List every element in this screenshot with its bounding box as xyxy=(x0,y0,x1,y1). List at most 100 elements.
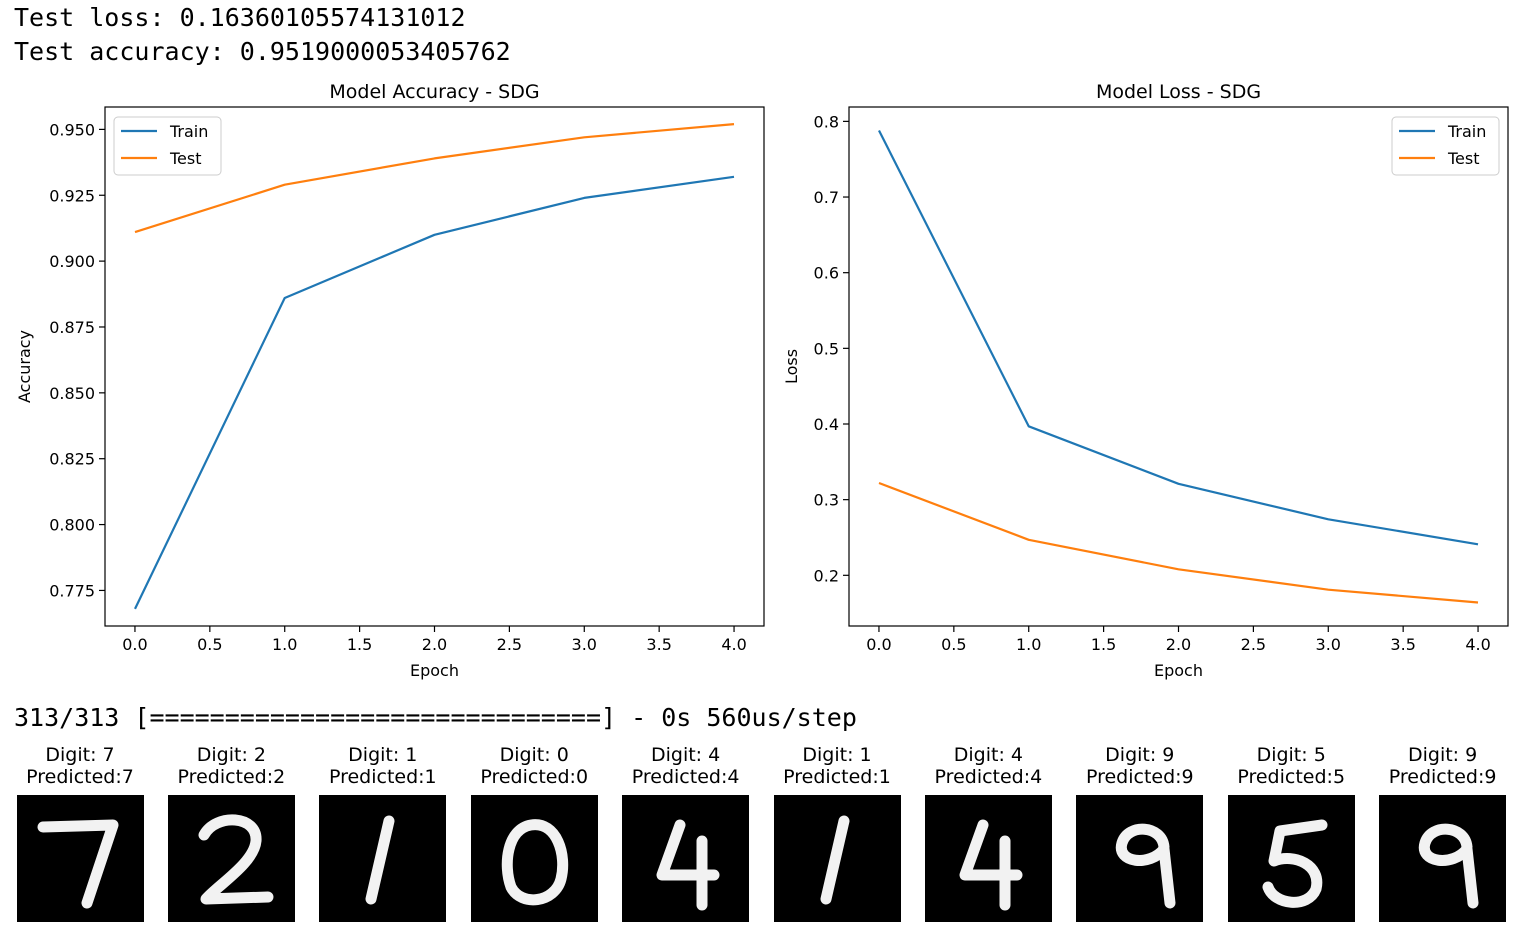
x-tick-label: 0.0 xyxy=(122,635,147,654)
legend-entry: Test xyxy=(169,149,202,168)
y-tick-label: 0.825 xyxy=(49,450,95,469)
digit-caption: Digit: 4 Predicted:4 xyxy=(611,744,761,788)
digit-glyph xyxy=(1262,819,1328,908)
digit-image xyxy=(1227,795,1355,922)
digit-image xyxy=(773,795,901,922)
x-tick-label: 1.5 xyxy=(347,635,372,654)
plot-frame xyxy=(104,106,765,627)
x-tick-label: 1.0 xyxy=(1016,635,1041,654)
chart-1: Model Loss - SDG 0.0 0.5 1.0 1.5 2.0 2.5 3.0 3.5… xyxy=(782,81,1509,680)
digit-caption: Digit: 1 Predicted:1 xyxy=(762,744,912,788)
predicted-label: Predicted:7 xyxy=(26,766,134,788)
legend-entry: Train xyxy=(169,122,208,141)
digit-image xyxy=(1379,795,1507,922)
legend: Train Test xyxy=(1391,116,1500,176)
digit-caption: Digit: 4 Predicted:4 xyxy=(913,744,1063,788)
x-tick-label: 2.0 xyxy=(1166,635,1191,654)
predicted-label: Predicted:2 xyxy=(177,766,286,788)
training-charts: Model Accuracy - SDG 0.0 0.5 1.0 1.5 2.0 2.5 3.… xyxy=(15,81,1509,680)
series-line-test xyxy=(878,481,1479,604)
predicted-label: Predicted:1 xyxy=(783,766,891,788)
digit-glyph xyxy=(656,819,720,911)
y-tick-label: 0.800 xyxy=(49,516,95,535)
x-tick-label: 3.0 xyxy=(1316,635,1341,654)
predicted-label: Predicted:0 xyxy=(480,766,589,788)
x-tick-label: 2.5 xyxy=(497,635,522,654)
x-tick-label: 2.5 xyxy=(1241,635,1266,654)
predicted-label: Predicted:9 xyxy=(1388,766,1497,788)
digit-stroke xyxy=(1116,823,1176,909)
x-tick-label: 0.5 xyxy=(197,635,222,654)
y-tick-label: 0.875 xyxy=(49,318,95,337)
digit-glyph xyxy=(820,815,849,905)
digit-stroke xyxy=(656,819,720,911)
predicted-label: Predicted:9 xyxy=(1085,766,1194,788)
x-axis-label: Epoch xyxy=(410,661,459,680)
digit-caption: Digit: 2 Predicted:2 xyxy=(156,744,306,788)
y-tick-label: 0.6 xyxy=(814,264,839,283)
digit-image xyxy=(924,795,1052,922)
chart-0: Model Accuracy - SDG 0.0 0.5 1.0 1.5 2.0 2.5 3.… xyxy=(15,81,765,680)
digit-stroke xyxy=(198,814,274,905)
y-tick-label: 0.925 xyxy=(49,186,95,205)
digit-glyph xyxy=(365,815,395,905)
y-tick-label: 0.8 xyxy=(814,112,839,131)
digit-label: Digit: 9 xyxy=(1105,744,1175,766)
digit-image xyxy=(167,795,295,922)
predicted-label: Predicted:5 xyxy=(1237,766,1346,788)
y-tick-label: 0.850 xyxy=(49,384,95,403)
digit-image xyxy=(319,795,447,922)
legend-entry: Test xyxy=(1447,149,1480,168)
digit-label: Digit: 0 xyxy=(499,744,569,766)
plot-frame xyxy=(848,106,1509,627)
predicted-label: Predicted:4 xyxy=(631,766,740,788)
digit-image xyxy=(470,795,598,922)
chart-title: Model Accuracy - SDG xyxy=(329,81,539,103)
y-tick-label: 0.4 xyxy=(814,415,839,434)
digit-caption: Digit: 0 Predicted:0 xyxy=(459,744,609,788)
digit-label: Digit: 4 xyxy=(650,744,721,766)
digit-caption: Digit: 9 Predicted:9 xyxy=(1065,744,1215,788)
digit-stroke xyxy=(959,819,1023,911)
series-line-train xyxy=(878,130,1479,546)
digit-glyph xyxy=(1419,823,1479,909)
series-line-test xyxy=(134,123,735,234)
digit-caption: Digit: 5 Predicted:5 xyxy=(1216,744,1366,788)
test-loss-output: Test loss: 0.16360105574131012 xyxy=(14,3,466,32)
y-axis-label: Accuracy xyxy=(15,330,34,403)
y-tick-label: 0.950 xyxy=(49,120,95,139)
digit-label: Digit: 1 xyxy=(348,744,418,766)
test-accuracy-output: Test accuracy: 0.9519000053405762 xyxy=(14,37,511,66)
y-tick-label: 0.775 xyxy=(49,581,95,600)
predicted-label: Predicted:1 xyxy=(328,766,437,788)
x-tick-label: 3.0 xyxy=(572,635,597,654)
legend-entry: Train xyxy=(1447,122,1486,141)
digit-label: Digit: 7 xyxy=(45,744,115,766)
digit-glyph xyxy=(959,819,1023,911)
digit-label: Digit: 4 xyxy=(953,744,1023,766)
digit-stroke xyxy=(501,819,568,906)
digit-label: Digit: 5 xyxy=(1256,744,1326,766)
y-tick-label: 0.900 xyxy=(49,252,95,271)
digit-label: Digit: 1 xyxy=(802,744,872,766)
digit-stroke xyxy=(820,815,849,905)
x-tick-label: 1.0 xyxy=(272,635,297,654)
x-tick-label: 4.0 xyxy=(1465,635,1490,654)
digit-image xyxy=(16,795,144,922)
y-axis-label: Loss xyxy=(782,349,801,384)
y-tick-label: 0.5 xyxy=(814,339,839,358)
series-line-train xyxy=(134,175,735,610)
prediction-progress-output: 313/313 [==============================]… xyxy=(14,703,857,732)
digit-glyph xyxy=(1116,823,1176,909)
x-tick-label: 0.5 xyxy=(941,635,966,654)
legend: Train Test xyxy=(113,116,222,176)
digit-caption: Digit: 1 Predicted:1 xyxy=(308,744,458,788)
digit-glyph xyxy=(37,819,118,909)
y-tick-label: 0.2 xyxy=(814,566,839,585)
digit-image xyxy=(622,795,750,922)
digit-caption: Digit: 7 Predicted:7 xyxy=(5,744,155,788)
digit-stroke xyxy=(1419,823,1479,909)
digit-stroke xyxy=(37,819,118,909)
digit-image xyxy=(1076,795,1204,922)
x-tick-label: 3.5 xyxy=(1390,635,1415,654)
